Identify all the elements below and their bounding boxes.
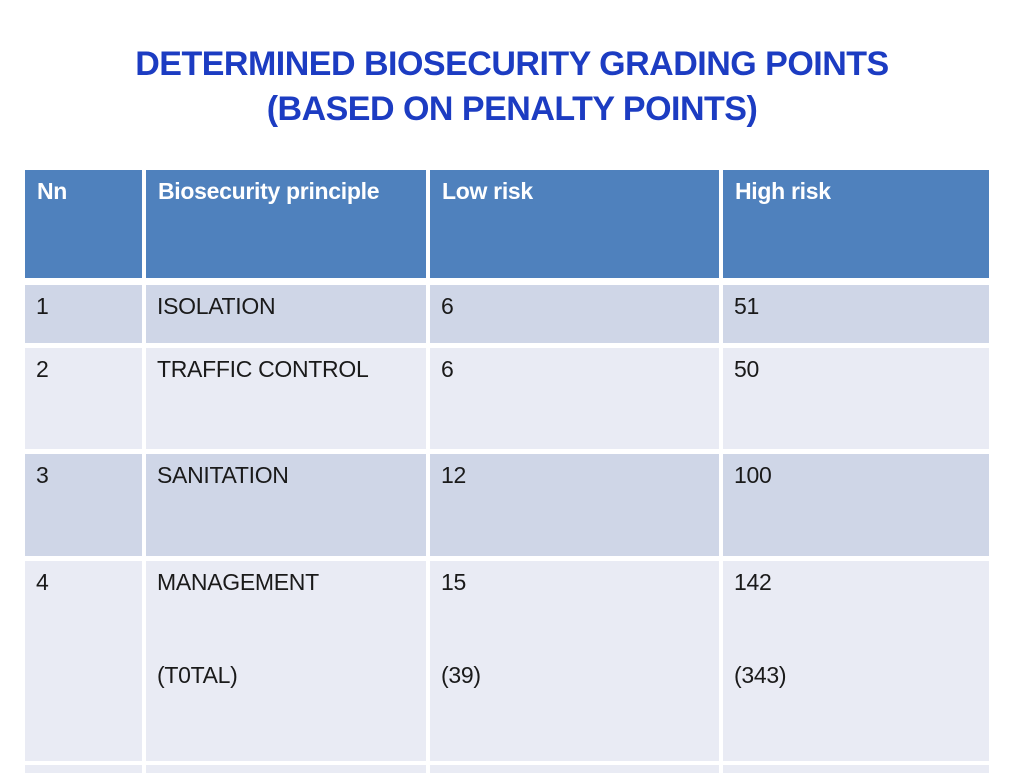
header-cell-low-risk: Low risk xyxy=(430,170,719,278)
cell-principle: SANITATION xyxy=(146,454,426,556)
cutoff-cell xyxy=(25,765,142,773)
cell-nn: 2 xyxy=(25,348,142,449)
cutoff-cell xyxy=(146,765,426,773)
cutoff-cell xyxy=(430,765,719,773)
header-cell-high-risk: High risk xyxy=(723,170,989,278)
cell-principle-line2: (T0TAL) xyxy=(157,662,238,688)
cell-low-risk: 15 (39) xyxy=(430,561,719,761)
cell-principle: TRAFFIC CONTROL xyxy=(146,348,426,449)
table-header-row: Nn Biosecurity principle Low risk High r… xyxy=(25,170,989,278)
cell-nn: 3 xyxy=(25,454,142,556)
cell-low-risk: 6 xyxy=(430,285,719,343)
header-cell-nn: Nn xyxy=(25,170,142,278)
header-cell-principle: Biosecurity principle xyxy=(146,170,426,278)
table-row: 2 TRAFFIC CONTROL 6 50 xyxy=(25,348,989,449)
cell-low-risk: 6 xyxy=(430,348,719,449)
cell-high-risk: 51 xyxy=(723,285,989,343)
cell-nn: 1 xyxy=(25,285,142,343)
cell-low-risk: 12 xyxy=(430,454,719,556)
cutoff-cell xyxy=(723,765,989,773)
cell-high-risk: 100 xyxy=(723,454,989,556)
cell-principle: MANAGEMENT (T0TAL) xyxy=(146,561,426,761)
cell-principle: ISOLATION xyxy=(146,285,426,343)
table-row: 4 MANAGEMENT (T0TAL) 15 (39) 142 (343) xyxy=(25,561,989,761)
table-row: 3 SANITATION 12 100 xyxy=(25,454,989,556)
cell-high-line1: 142 xyxy=(734,569,772,595)
cell-high-risk: 142 (343) xyxy=(723,561,989,761)
cell-high-line2: (343) xyxy=(734,662,787,688)
slide-title-line2: (BASED ON PENALTY POINTS) xyxy=(266,90,758,128)
cell-low-line2: (39) xyxy=(441,662,481,688)
cell-principle-line1: MANAGEMENT xyxy=(157,569,319,595)
slide-title-line1: DETERMINED BIOSECURITY GRADING POINTS xyxy=(135,45,889,83)
cell-high-risk: 50 xyxy=(723,348,989,449)
biosecurity-grading-table: Nn Biosecurity principle Low risk High r… xyxy=(25,170,989,773)
cell-low-line1: 15 xyxy=(441,569,466,595)
table-row: 1 ISOLATION 6 51 xyxy=(25,285,989,343)
cell-nn: 4 xyxy=(25,561,142,761)
slide-title: DETERMINED BIOSECURITY GRADING POINTS (B… xyxy=(0,42,1024,132)
